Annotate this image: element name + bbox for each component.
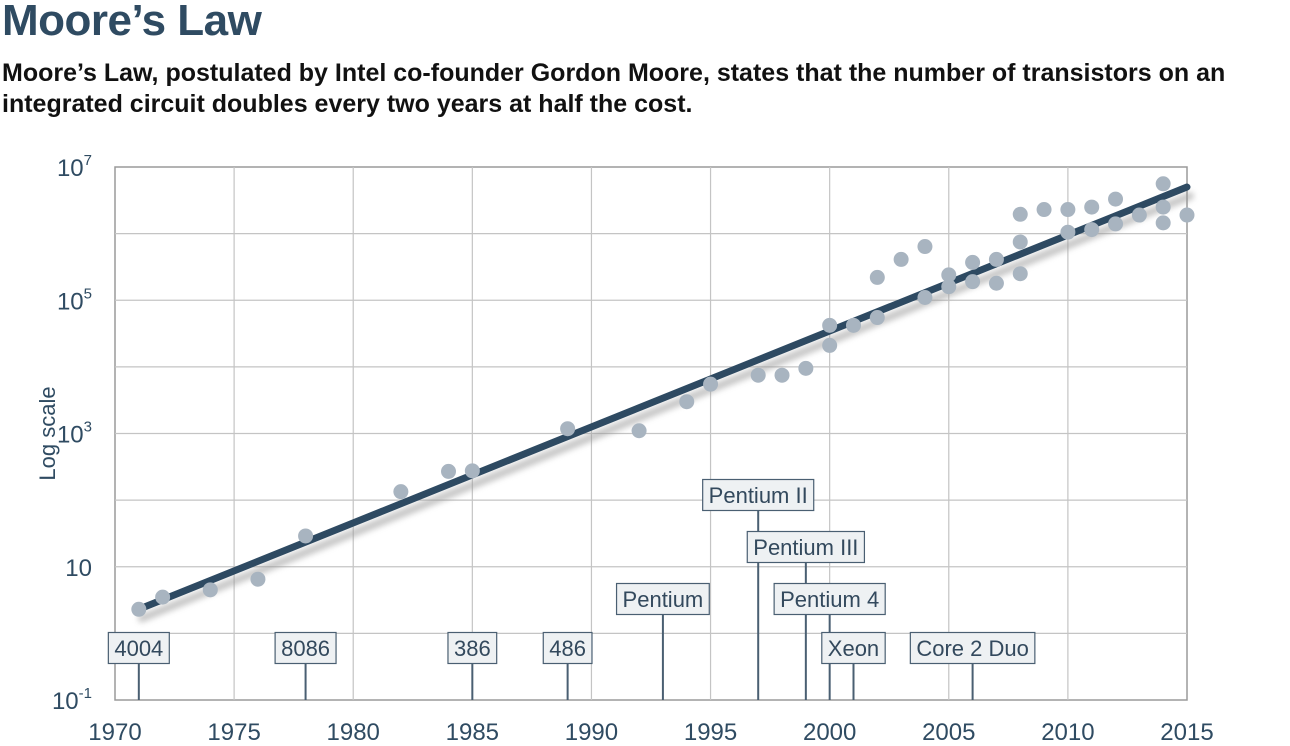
data-point: [988, 251, 1004, 267]
data-point: [631, 423, 647, 439]
data-point: [869, 310, 885, 326]
data-point: [679, 394, 695, 410]
data-point: [893, 251, 909, 267]
data-point: [1036, 202, 1052, 218]
data-point: [703, 376, 719, 392]
data-point: [1155, 199, 1171, 215]
x-tick-label: 1990: [565, 719, 618, 746]
data-point: [1131, 207, 1147, 223]
processor-labels: 4004 8086 386 486 Pentium Pentium II Pentium I…: [107, 478, 1036, 700]
processor-label: 386: [454, 636, 491, 661]
y-tick-label: 10-1: [52, 685, 92, 715]
data-point: [1179, 207, 1195, 223]
processor-label-box: [447, 631, 498, 665]
data-point: [941, 279, 957, 295]
y-tick-label: 10: [65, 555, 92, 582]
data-point: [1108, 216, 1124, 232]
data-point: [965, 254, 981, 270]
data-point: [1060, 202, 1076, 218]
data-point: [1012, 234, 1028, 250]
x-tick-label: 2000: [803, 719, 856, 746]
chart-subtitle: Moore’s Law, postulated by Intel co-foun…: [2, 59, 1226, 118]
y-tick-label: 107: [57, 152, 92, 182]
y-tick-label: 105: [57, 285, 92, 315]
y-tick-label: 103: [57, 419, 92, 449]
data-point: [1155, 176, 1171, 192]
processor-label: Pentium: [623, 587, 704, 612]
data-point: [1084, 199, 1100, 215]
data-point: [441, 463, 457, 479]
data-point: [941, 267, 957, 283]
x-tick-label: 1985: [446, 719, 499, 746]
data-point: [965, 274, 981, 290]
data-point: [917, 239, 933, 255]
data-point: [155, 589, 171, 605]
processor-label: 486: [549, 636, 586, 661]
processor-label-box: [274, 631, 337, 665]
x-tick-label: 2015: [1160, 719, 1213, 746]
x-tick-label: 1975: [207, 719, 260, 746]
data-point: [845, 317, 861, 333]
processor-label-box: [702, 478, 815, 512]
processor-label: 8086: [281, 636, 330, 661]
data-point: [822, 317, 838, 333]
processor-label-box: [107, 631, 170, 665]
processor-label-box: [773, 582, 886, 616]
data-point: [798, 360, 814, 376]
data-point: [131, 601, 147, 617]
data-points: [131, 176, 1195, 617]
data-point: [298, 528, 314, 544]
trend-line: [135, 183, 1191, 613]
processor-label-box: [909, 631, 1036, 665]
x-tick-label: 1970: [88, 719, 141, 746]
data-point: [1060, 224, 1076, 240]
trend-line-shadow: [137, 192, 1194, 623]
data-point: [917, 289, 933, 305]
data-point: [1012, 266, 1028, 282]
processor-label: Pentium 4: [780, 587, 879, 612]
data-point: [750, 367, 766, 383]
data-point: [1084, 222, 1100, 238]
data-point: [250, 571, 266, 587]
processor-label: Xeon: [828, 636, 879, 661]
data-point: [1155, 215, 1171, 231]
data-point: [774, 367, 790, 383]
data-point: [464, 463, 480, 479]
processor-label: Core 2 Duo: [916, 636, 1029, 661]
data-point: [1108, 191, 1124, 207]
x-tick-label: 2010: [1041, 719, 1094, 746]
processor-label-box: [542, 631, 593, 665]
processor-label: Pentium II: [709, 483, 808, 508]
data-point: [560, 421, 576, 437]
data-point: [822, 337, 838, 353]
data-point: [988, 275, 1004, 291]
processor-label-box: [615, 582, 710, 616]
processor-label: 4004: [114, 636, 163, 661]
y-axis-label: Log scale: [35, 386, 60, 480]
chart-title: Moore’s Law: [2, 0, 262, 45]
processor-label: Pentium III: [753, 535, 858, 560]
x-tick-label: 1980: [327, 719, 380, 746]
data-point: [393, 484, 409, 500]
processor-label-box: [746, 530, 866, 564]
data-point: [202, 582, 218, 598]
data-point: [1012, 206, 1028, 222]
x-tick-label: 2005: [922, 719, 975, 746]
data-point: [869, 269, 885, 285]
processor-label-box: [821, 631, 886, 665]
x-tick-label: 1995: [684, 719, 737, 746]
